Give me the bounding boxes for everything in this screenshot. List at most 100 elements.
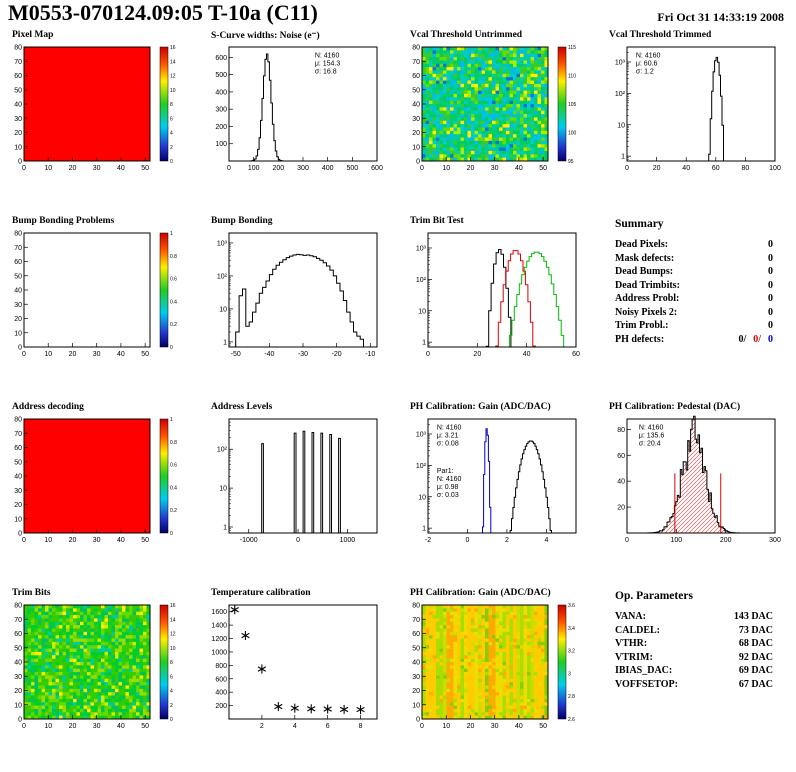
svg-text:10: 10	[170, 88, 176, 94]
svg-text:80: 80	[617, 427, 625, 434]
svg-text:10²: 10²	[615, 91, 626, 98]
row-values: 0/0/0	[738, 333, 773, 345]
svg-text:70: 70	[14, 617, 22, 624]
svg-text:20: 20	[69, 537, 77, 544]
star-marker	[241, 632, 250, 639]
svg-text:10²: 10²	[217, 273, 228, 280]
svg-text:300: 300	[297, 165, 309, 172]
star-marker	[257, 666, 267, 672]
svg-text:60: 60	[14, 445, 22, 452]
svg-text:20: 20	[473, 351, 481, 358]
plot-vcal-untrimmed: 95 100 105 110 115 0 10 20 30 40 50 0 10 20 30 40 50 60 70…	[412, 45, 577, 173]
svg-text:10: 10	[14, 516, 22, 523]
svg-text:70: 70	[14, 245, 22, 252]
spike	[311, 432, 315, 533]
svg-text:100: 100	[568, 131, 577, 137]
summary-row: Dead Bumps: 0	[615, 265, 773, 279]
svg-text:4: 4	[170, 131, 173, 137]
svg-text:30: 30	[93, 351, 101, 358]
svg-text:14: 14	[170, 59, 176, 65]
stats-line: N: 4160	[315, 53, 340, 60]
svg-text:20: 20	[69, 165, 77, 172]
svg-text:30: 30	[14, 674, 22, 681]
stats-line: σ: 16.8	[315, 69, 337, 76]
svg-text:-40: -40	[264, 351, 274, 358]
svg-text:-1000: -1000	[240, 537, 258, 544]
svg-text:10²: 10²	[416, 277, 427, 284]
svg-text:0: 0	[416, 159, 420, 166]
spike	[302, 430, 306, 533]
colorbar	[557, 604, 567, 720]
plot-title-ph-pedestal: PH Calibration: Pedestal (DAC)	[609, 402, 741, 412]
colorbar	[159, 604, 169, 720]
timestamp: Fri Oct 31 14:33:19 2008	[657, 10, 784, 24]
svg-text:0: 0	[625, 537, 629, 544]
svg-text:500: 500	[346, 165, 358, 172]
panel-vcal-trimmed: Vcal Threshold Trimmed 0 20 40 60 80 100 1 10 10²…	[597, 28, 796, 214]
svg-text:0: 0	[466, 537, 470, 544]
plot-title-bump-problems: Bump Bonding Problems	[12, 216, 115, 226]
svg-text:10: 10	[14, 702, 22, 709]
stats-line: N: 4160	[437, 476, 462, 483]
svg-text:8: 8	[170, 660, 173, 666]
svg-text:70: 70	[14, 59, 22, 66]
panel-vcal-untrimmed: Vcal Threshold Untrimmed 95 100 105 110 115 0 1…	[398, 28, 597, 214]
svg-text:30: 30	[491, 165, 499, 172]
svg-text:0: 0	[18, 717, 22, 724]
plot-frame	[427, 418, 577, 534]
op-parameters-block: Op. Parameters VANA: 143 DAC CALDEL: 73 DAC V…	[597, 586, 796, 691]
stats-line: N: 4160	[636, 53, 661, 60]
panel-bump-problems: Bump Bonding Problems 0 0.2 0.4 0.6 0.8 1 0 10 20…	[0, 214, 199, 400]
svg-text:2: 2	[170, 703, 173, 709]
plot-bump-problems: 00.20.40.60.810 10 20 30 40 50010203040506070…	[14, 231, 177, 359]
summary-row: Dead Pixels: 0	[615, 238, 773, 252]
panel-summary: Summary Dead Pixels: 0 Mask defects: 0 Dead B…	[597, 214, 796, 400]
svg-text:60: 60	[712, 165, 720, 172]
plots-grid: Pixel Map 0 2 4 6 8 10 12 14 16 0 10 20 30 40 50 0 10 20 30…	[0, 28, 796, 772]
star-marker	[290, 705, 299, 711]
svg-text:50: 50	[141, 537, 149, 544]
svg-text:0: 0	[420, 165, 424, 172]
panel-ph-gain-map: PH Calibration: Gain (ADC/DAC) 2.6 2.8 3 3.2…	[398, 586, 597, 772]
svg-text:10: 10	[442, 165, 450, 172]
svg-text:80: 80	[412, 45, 420, 52]
svg-text:60: 60	[617, 453, 625, 460]
row-value: 0	[768, 279, 773, 291]
svg-text:200: 200	[720, 537, 732, 544]
svg-text:-50: -50	[231, 351, 241, 358]
stats-line: μ: 154.3	[315, 61, 341, 68]
svg-text:105: 105	[568, 102, 577, 108]
svg-text:0: 0	[170, 159, 173, 165]
svg-text:0: 0	[22, 351, 26, 358]
svg-text:10: 10	[44, 165, 52, 172]
svg-text:10: 10	[412, 702, 420, 709]
svg-text:10: 10	[219, 486, 227, 493]
row-value: 67 DAC	[738, 678, 773, 690]
stats-line: μ: 60.6	[636, 61, 658, 68]
plot-title-bump-bonding: Bump Bonding	[211, 216, 273, 226]
colorbar	[557, 46, 567, 162]
svg-text:60: 60	[412, 631, 420, 638]
row-label: VOFFSETOP:	[615, 678, 678, 690]
svg-text:1400: 1400	[211, 623, 227, 630]
row-label: VTHR:	[615, 638, 648, 649]
svg-text:10: 10	[14, 144, 22, 151]
row-label: VANA:	[615, 611, 646, 622]
svg-text:2: 2	[260, 723, 264, 730]
svg-text:20: 20	[14, 688, 22, 695]
panel-trim-bit-test: Trim Bit Test 0 20 40 60 1 10 10² 10³	[398, 214, 597, 400]
svg-text:0: 0	[625, 165, 629, 172]
svg-text:1000: 1000	[211, 649, 227, 656]
svg-text:50: 50	[14, 459, 22, 466]
svg-text:10²: 10²	[416, 463, 427, 470]
svg-text:3: 3	[568, 671, 571, 677]
svg-text:0: 0	[170, 531, 173, 537]
svg-text:40: 40	[515, 165, 523, 172]
svg-text:-2: -2	[425, 537, 431, 544]
colorbar	[159, 418, 169, 534]
summary-heading: Summary	[615, 218, 664, 230]
svg-text:40: 40	[117, 723, 125, 730]
svg-text:12: 12	[170, 632, 176, 638]
svg-text:20: 20	[69, 723, 77, 730]
